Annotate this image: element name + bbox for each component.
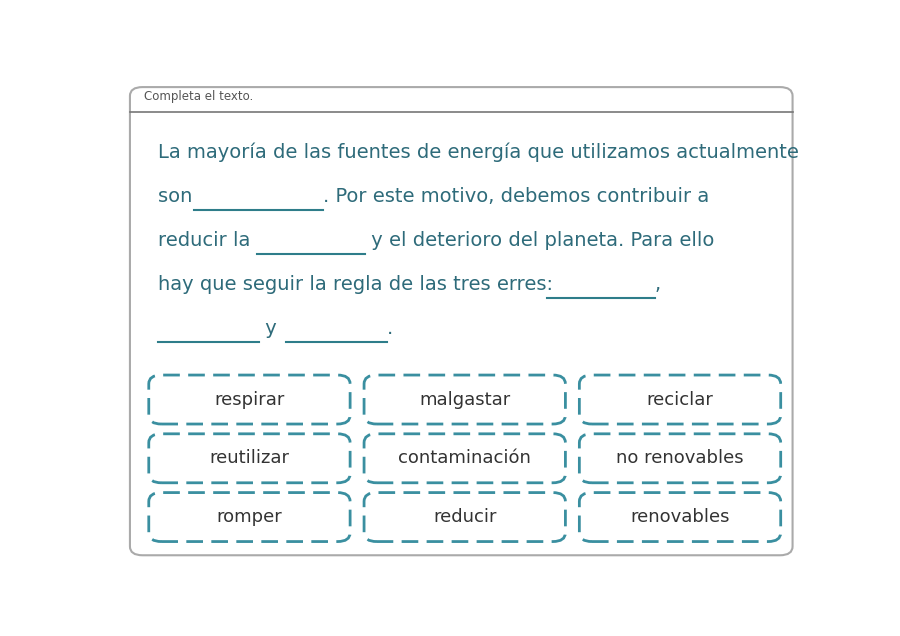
FancyBboxPatch shape: [580, 375, 780, 424]
FancyBboxPatch shape: [580, 434, 780, 483]
Text: contaminación: contaminación: [399, 449, 531, 467]
Text: son: son: [158, 187, 199, 206]
Text: reducir la: reducir la: [158, 231, 256, 250]
Text: respirar: respirar: [214, 391, 284, 408]
Text: y: y: [259, 319, 283, 338]
FancyBboxPatch shape: [364, 434, 565, 483]
FancyBboxPatch shape: [148, 434, 350, 483]
Text: . Por este motivo, debemos contribuir a: . Por este motivo, debemos contribuir a: [323, 187, 709, 206]
FancyBboxPatch shape: [364, 375, 565, 424]
Text: y el deterioro del planeta. Para ello: y el deterioro del planeta. Para ello: [365, 231, 715, 250]
Text: no renovables: no renovables: [616, 449, 743, 467]
Text: reducir: reducir: [433, 508, 497, 526]
Text: La mayoría de las fuentes de energía que utilizamos actualmente: La mayoría de las fuentes de energía que…: [158, 142, 798, 162]
Text: Completa el texto.: Completa el texto.: [144, 90, 253, 104]
Text: reciclar: reciclar: [646, 391, 714, 408]
Text: malgastar: malgastar: [419, 391, 510, 408]
Text: hay que seguir la regla de las tres erres:: hay que seguir la regla de las tres erre…: [158, 275, 559, 294]
FancyBboxPatch shape: [148, 375, 350, 424]
Text: ,: ,: [654, 275, 661, 294]
Text: reutilizar: reutilizar: [210, 449, 290, 467]
FancyBboxPatch shape: [364, 492, 565, 542]
Text: renovables: renovables: [630, 508, 730, 526]
FancyBboxPatch shape: [580, 492, 780, 542]
Text: .: .: [387, 319, 393, 338]
FancyBboxPatch shape: [148, 492, 350, 542]
FancyBboxPatch shape: [130, 87, 793, 555]
Text: romper: romper: [217, 508, 283, 526]
